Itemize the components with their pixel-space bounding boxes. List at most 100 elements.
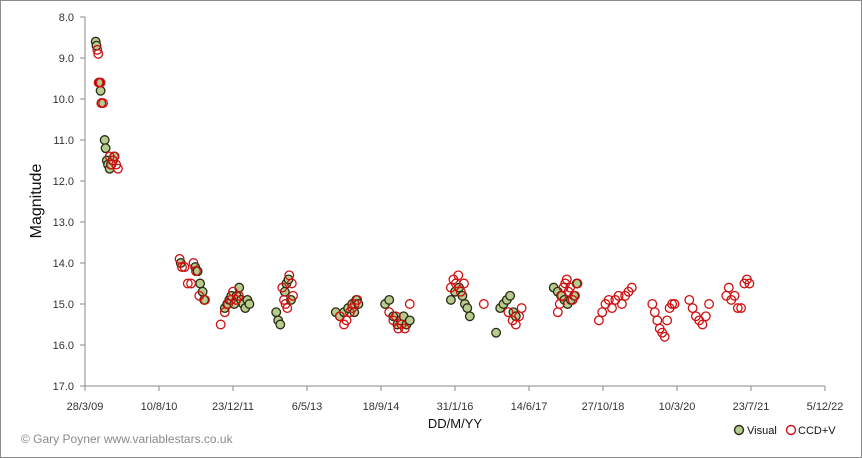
y-tick-label: 10.0	[53, 94, 74, 106]
ccd-v-point	[732, 303, 743, 314]
x-axis-ticks: 28/3/09 10/8/10 23/12/11 6/5/13 18/9/14 31/1/…	[67, 386, 843, 413]
ccd-v-point	[459, 278, 469, 289]
visual-point	[195, 278, 206, 289]
ccd-v-point	[503, 307, 514, 318]
ccd-v-point	[552, 307, 563, 318]
credit-text: © Gary Poyner www.variablestars.co.uk	[21, 432, 234, 446]
visual-point	[491, 327, 502, 338]
ccd-v-point	[286, 278, 297, 289]
ccd-v-point	[455, 286, 466, 297]
ccd-v-point	[723, 282, 734, 293]
legend-visual-marker	[733, 424, 745, 436]
ccd-v-point	[179, 262, 190, 273]
ccd-v-point	[341, 315, 352, 326]
ccd-v-point	[112, 163, 123, 174]
ccd-v-point	[647, 299, 658, 309]
ccd-v-point	[700, 311, 711, 322]
ccd-v-point	[516, 303, 527, 314]
ccd-v-point	[177, 262, 187, 273]
ccd-v-point	[626, 282, 637, 293]
legend-ccd-label: CCD+V	[798, 425, 836, 437]
y-tick-label: 17.0	[53, 381, 74, 393]
visual-point	[445, 294, 456, 305]
ccd-v-point	[597, 307, 608, 318]
ccd-v-point	[607, 303, 617, 314]
x-tick-label: 23/7/21	[733, 401, 770, 413]
ccd-v-point	[282, 303, 293, 314]
ccd-v-point	[744, 278, 755, 289]
visual-point	[244, 299, 255, 309]
y-tick-label: 11.0	[53, 135, 74, 147]
ccd-v-point	[565, 282, 576, 293]
series-visual	[90, 36, 582, 338]
ccd-v-point	[233, 290, 244, 301]
ccd-v-point	[453, 270, 464, 281]
ccd-v-point	[669, 299, 680, 309]
ccd-v-point	[404, 299, 415, 309]
visual-point	[505, 290, 516, 301]
ccd-v-point	[510, 319, 521, 330]
visual-point	[99, 135, 110, 145]
ccd-v-point	[92, 44, 103, 55]
y-tick-label: 15.0	[53, 299, 74, 311]
x-axis-title: DD/M/YY	[428, 416, 483, 431]
ccd-v-point	[98, 98, 109, 109]
ccd-v-point	[277, 282, 288, 293]
visual-point	[275, 319, 286, 330]
ccd-v-point	[191, 266, 201, 277]
visual-point	[464, 311, 475, 322]
ccd-v-point	[570, 290, 580, 301]
ccd-v-point	[649, 307, 660, 318]
ccd-v-point	[736, 303, 747, 314]
ccd-v-point	[352, 294, 363, 305]
ccd-v-point	[704, 299, 715, 309]
x-tick-label: 6/5/13	[292, 401, 323, 413]
ccd-v-point	[215, 319, 226, 330]
legend-visual-label: Visual	[747, 425, 777, 437]
series-ccd-v	[92, 44, 755, 342]
ccd-v-point	[93, 48, 104, 59]
x-tick-label: 10/8/10	[141, 401, 178, 413]
x-tick-label: 10/3/20	[659, 401, 696, 413]
y-tick-label: 14.0	[53, 258, 74, 270]
ccd-v-point	[399, 323, 410, 334]
ccd-v-point	[697, 319, 708, 330]
ccd-v-point	[593, 315, 604, 326]
visual-point	[271, 307, 282, 318]
ccd-v-point	[219, 307, 230, 318]
ccd-v-point	[729, 290, 740, 301]
y-tick-label: 12.0	[53, 176, 74, 188]
ccd-v-point	[288, 290, 298, 301]
visual-point	[462, 303, 473, 314]
x-tick-label: 27/10/18	[582, 401, 625, 413]
ccd-v-point	[200, 294, 210, 305]
ccd-v-point	[186, 278, 197, 289]
y-tick-label: 8.0	[59, 12, 74, 24]
ccd-v-point	[95, 77, 106, 88]
legend: Visual CCD+V	[733, 424, 836, 437]
visual-point	[100, 143, 111, 154]
y-axis-ticks: 8.0 9.0 10.0 11.0 12.0 13.0 14.0 15.0 16.0 17.0	[53, 12, 85, 393]
y-axis-title: Magnitude	[28, 164, 45, 239]
ccd-v-point	[603, 294, 614, 305]
ccd-v-point	[613, 290, 624, 301]
x-tick-label: 18/9/14	[363, 401, 400, 413]
x-tick-label: 31/1/16	[437, 401, 474, 413]
ccd-v-point	[652, 315, 663, 326]
x-tick-label: 23/12/11	[212, 401, 254, 413]
visual-point	[404, 315, 415, 326]
legend-ccd-marker	[785, 424, 797, 436]
ccd-v-point	[687, 303, 698, 314]
visual-point	[234, 282, 245, 293]
y-tick-label: 13.0	[53, 217, 74, 229]
ccd-v-point	[478, 299, 489, 309]
ccd-v-point	[572, 278, 583, 289]
ccd-v-point	[182, 278, 193, 289]
visual-point	[95, 85, 106, 96]
visual-point	[384, 294, 395, 305]
ccd-v-point	[662, 315, 673, 326]
ccd-v-point	[684, 294, 695, 305]
x-tick-label: 28/3/09	[67, 401, 104, 413]
